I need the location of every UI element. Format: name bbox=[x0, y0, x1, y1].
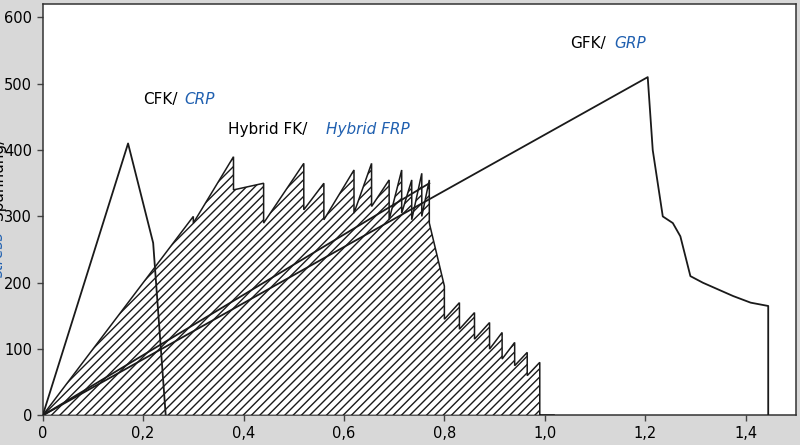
Text: GFK/: GFK/ bbox=[570, 36, 606, 51]
Polygon shape bbox=[42, 157, 555, 416]
Text: Spannung/: Spannung/ bbox=[0, 138, 6, 220]
Text: GRP: GRP bbox=[614, 36, 646, 51]
Text: CFK/: CFK/ bbox=[143, 92, 178, 107]
Text: Hybrid FK/: Hybrid FK/ bbox=[229, 122, 308, 137]
Text: CRP: CRP bbox=[185, 92, 215, 107]
Text: Hybrid FRP: Hybrid FRP bbox=[326, 122, 410, 137]
Text: stress: stress bbox=[0, 231, 6, 277]
